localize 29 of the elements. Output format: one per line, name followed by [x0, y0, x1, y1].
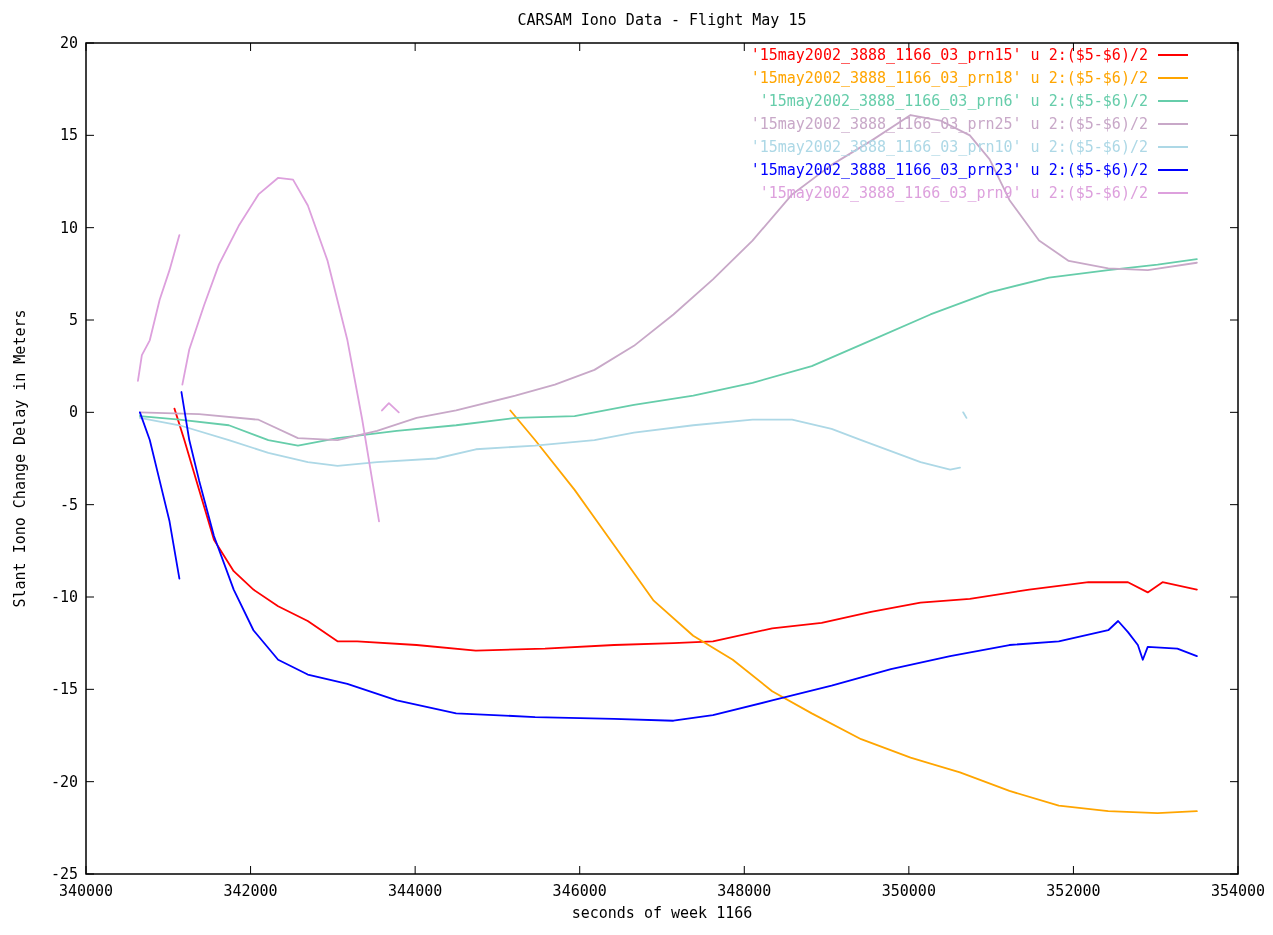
- x-tick-label: 354000: [1210, 882, 1266, 900]
- legend-label: '15may2002_3888_1166_03_prn18' u 2:($5-$6)/2: [750, 69, 1148, 87]
- chart-title: CARSAM Iono Data - Flight May 15: [517, 11, 807, 29]
- y-tick-label: 20: [59, 34, 78, 52]
- line-series: [173, 407, 1198, 652]
- y-tick-label: -25: [50, 865, 78, 883]
- x-tick-label: 346000: [552, 882, 607, 900]
- legend-label: '15may2002_3888_1166_03_prn6' u 2:($5-$6)/2: [759, 92, 1148, 110]
- x-tick-label: 344000: [388, 882, 443, 900]
- x-tick-label: 348000: [717, 882, 772, 900]
- x-axis-title: seconds of week 1166: [571, 904, 753, 922]
- x-tick-label: 350000: [881, 882, 936, 900]
- x-tick-label: 352000: [1046, 882, 1101, 900]
- y-tick-label: -5: [59, 495, 78, 514]
- y-tick-label: 5: [68, 311, 78, 329]
- line-series: [509, 409, 1198, 814]
- legend-label: '15may2002_3888_1166_03_prn23' u 2:($5-$6)/2: [750, 161, 1148, 179]
- y-tick-label: -20: [50, 772, 78, 791]
- line-series: [139, 258, 1198, 447]
- y-tick-label: -10: [50, 588, 78, 606]
- y-tick-label: 0: [68, 403, 78, 422]
- y-tick-label: 10: [59, 218, 78, 237]
- line-series: [139, 114, 1198, 441]
- x-tick-label: 340000: [58, 882, 114, 900]
- legend-label: '15may2002_3888_1166_03_prn15' u 2:($5-$6)/2: [750, 46, 1148, 64]
- y-tick-label: 15: [59, 126, 78, 145]
- y-axis-title: Slant Iono Change Delay in Meters: [11, 309, 29, 608]
- x-tick-label: 342000: [223, 882, 278, 900]
- y-tick-label: -15: [50, 680, 78, 699]
